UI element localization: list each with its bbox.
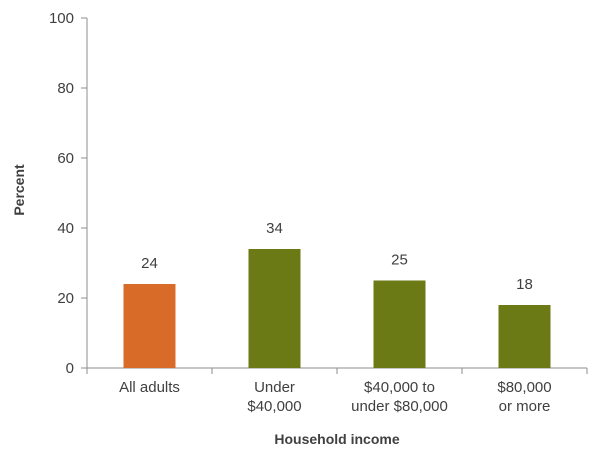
- y-tick-label: 20: [57, 290, 74, 307]
- bar: [248, 249, 301, 368]
- data-labels: 24 34 25 18: [141, 220, 533, 293]
- x-tick-label: $40,000 to under $80,000: [351, 379, 448, 415]
- x-axis: All adults Under $40,000 $40,000 to under $8…: [86, 367, 588, 415]
- x-tick-label: $80,000 or more: [497, 379, 551, 415]
- y-tick-label: 40: [57, 220, 74, 237]
- y-axis: 0 20 40 60 80 100: [49, 10, 88, 377]
- bar: [498, 305, 551, 368]
- bar: [373, 280, 426, 368]
- x-tick-label: Under $40,000: [247, 379, 301, 415]
- y-axis-title: Percent: [11, 164, 27, 216]
- bar: [123, 284, 176, 368]
- y-tick-label: 0: [66, 360, 74, 377]
- x-axis-title: Household income: [274, 431, 399, 447]
- data-label: 24: [141, 255, 158, 272]
- data-label: 34: [266, 220, 283, 237]
- y-tick-label: 80: [57, 80, 74, 97]
- data-label: 18: [516, 276, 533, 293]
- y-tick-label: 60: [57, 150, 74, 167]
- x-tick-label: All adults: [119, 379, 180, 396]
- y-tick-label: 100: [49, 10, 74, 27]
- data-label: 25: [391, 252, 408, 269]
- bars: [123, 249, 551, 368]
